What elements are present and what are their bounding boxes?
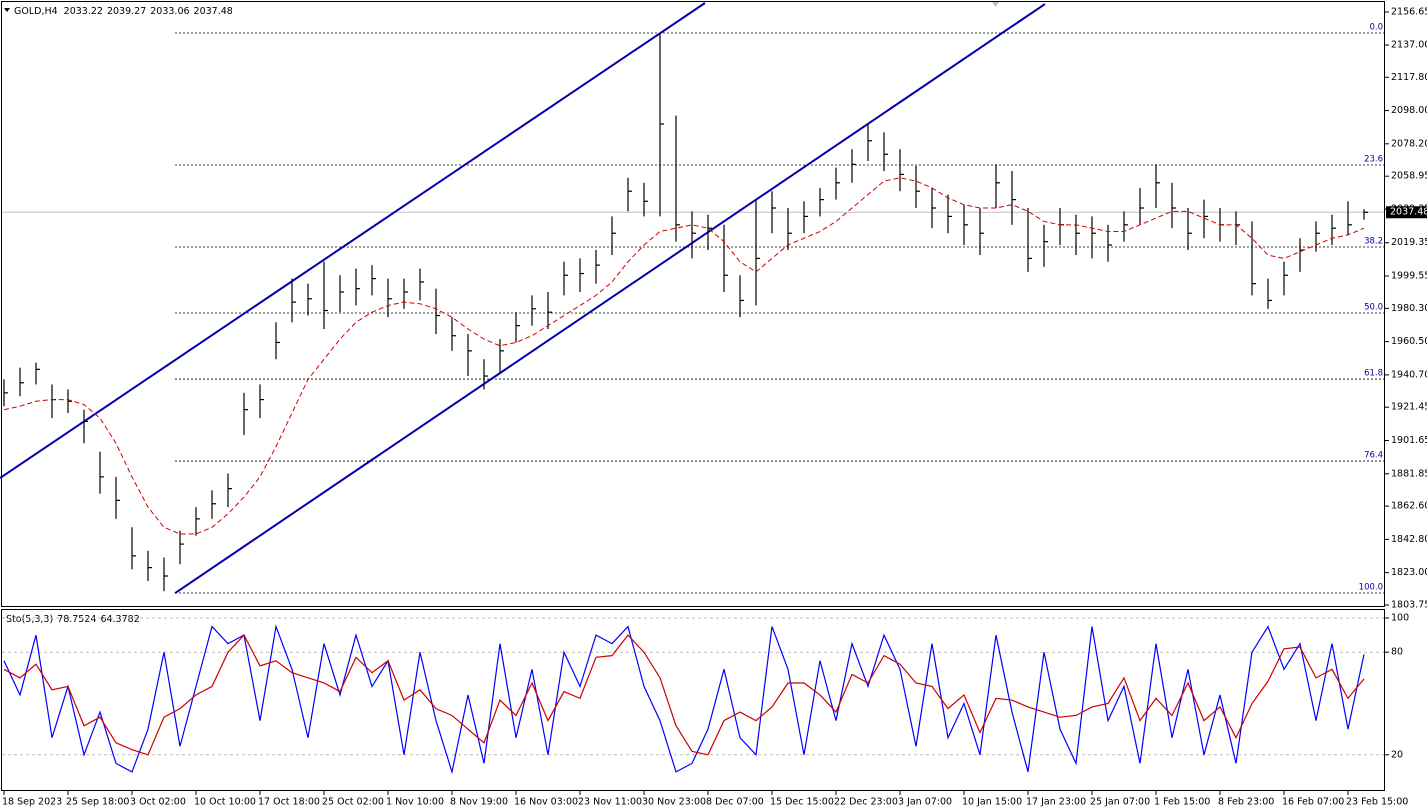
x-tick-label: 23 Feb 15:00 [1346,797,1408,808]
fib-label: 76.4 [1364,451,1383,461]
indicator-main-value: 78.7524 [57,614,96,625]
x-tick-label: 25 Oct 02:00 [322,797,384,808]
y-tick-label: 1862.60 [1391,501,1427,512]
fib-label: 50.0 [1364,303,1383,313]
fib-label: 23.6 [1364,154,1383,164]
y-tick-label: 1980.30 [1391,303,1427,314]
y-tick-label: 1803.75 [1391,600,1427,611]
y-tick-label: 80 [1391,647,1403,658]
channel-line [0,2,706,479]
indicator-window-frame [1,609,1385,791]
y-tick-label: 2019.35 [1391,237,1427,248]
fib-label: 100.0 [1359,582,1383,592]
current-price-box [1386,206,1427,219]
indicator-header: Sto(5,3,3) 78.7524 64.3782 [6,614,140,625]
x-tick-label: 10 Oct 10:00 [194,797,256,808]
x-tick-label: 3 Oct 02:00 [130,797,186,808]
current-price-label: 2037.48 [1390,207,1427,218]
x-tick-label: 16 Feb 07:00 [1282,797,1344,808]
quote-close: 2037.48 [194,6,233,17]
y-tick-label: 1842.80 [1391,534,1427,545]
y-tick-label: 1960.50 [1391,336,1427,347]
y-tick-label: 1901.65 [1391,435,1427,446]
x-tick-label: 10 Jan 15:00 [962,797,1022,808]
fib-label: 38.2 [1364,236,1383,246]
y-tick-label: 1999.55 [1391,270,1427,281]
quote-high: 2039.27 [107,6,146,17]
y-tick-label: 2098.00 [1391,105,1427,116]
x-tick-label: 25 Sep 18:00 [66,797,129,808]
x-tick-label: 17 Oct 18:00 [258,797,320,808]
symbol: GOLD,H4 [14,6,58,17]
window-menu-arrow [4,8,10,12]
x-tick-label: 30 Nov 23:00 [642,797,706,808]
x-tick-label: 8 Feb 23:00 [1218,797,1274,808]
y-tick-label: 2058.95 [1391,171,1427,182]
x-tick-label: 1 Feb 15:00 [1154,797,1210,808]
chart-header: GOLD,H4 2033.22 2039.27 2033.06 2037.48 [14,6,233,17]
fib-label: 61.8 [1364,369,1383,379]
y-tick-label: 100 [1391,613,1409,624]
indicator-signal-value: 64.3782 [100,614,139,625]
moving-average [3,177,1365,535]
x-tick-label: 8 Dec 07:00 [706,797,764,808]
y-tick-label: 2137.00 [1391,40,1427,51]
y-tick-label: 1921.45 [1391,402,1427,413]
y-tick-label: 2078.20 [1391,138,1427,149]
x-tick-label: 8 Nov 19:00 [450,797,508,808]
x-tick-label: 1 Nov 10:00 [386,797,444,808]
stochastic-line [3,634,1365,756]
x-tick-label: 16 Nov 03:00 [514,797,578,808]
x-tick-label: 23 Nov 11:00 [578,797,642,808]
y-tick-label: 1823.00 [1391,567,1427,578]
y-tick-label: 2156.65 [1391,7,1427,18]
x-tick-label: 3 Jan 07:00 [898,797,952,808]
indicator-title: Sto(5,3,3) [6,614,53,625]
y-tick-label: 20 [1391,749,1403,760]
shift-marker [992,2,999,7]
quote-open: 2033.22 [64,6,103,17]
x-tick-label: 18 Sep 2023 [2,797,62,808]
main-window-frame [1,1,1385,607]
x-tick-label: 25 Jan 07:00 [1090,797,1150,808]
x-tick-label: 17 Jan 23:00 [1026,797,1086,808]
x-tick-label: 22 Dec 23:00 [834,797,898,808]
y-tick-label: 1940.70 [1391,369,1427,380]
quote-low: 2033.06 [150,6,189,17]
x-tick-label: 15 Dec 15:00 [770,797,834,808]
channel-line [174,3,1046,594]
fib-label: 0.0 [1369,23,1383,33]
y-tick-label: 2117.80 [1391,72,1427,83]
y-tick-label: 1881.85 [1391,468,1427,479]
stochastic-line [3,624,1365,775]
